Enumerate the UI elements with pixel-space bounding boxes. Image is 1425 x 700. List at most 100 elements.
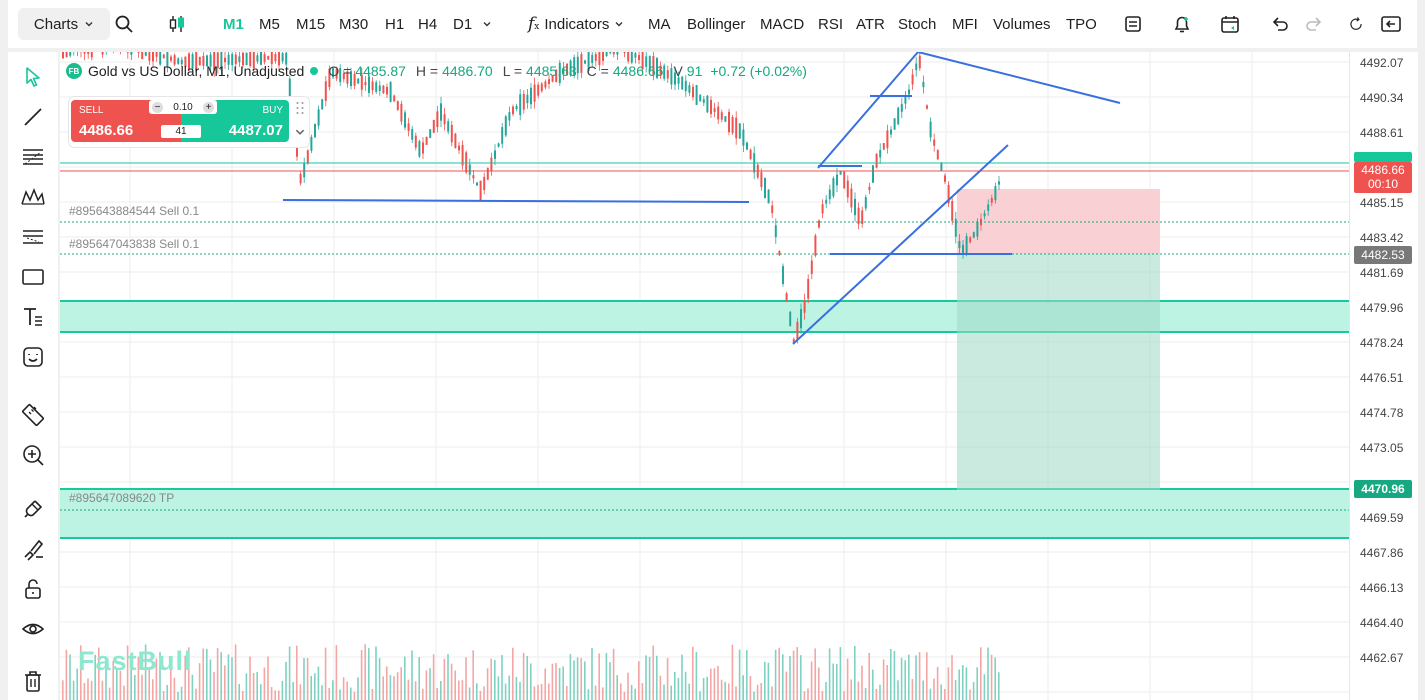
chart-canvas[interactable] (60, 52, 1349, 700)
timeframe-m30[interactable]: M30 (339, 15, 369, 33)
zoom-in-icon[interactable] (21, 442, 45, 468)
order-label-sell-1[interactable]: #895643884544 Sell 0.1 (69, 204, 200, 218)
lot-stepper[interactable]: − 0.10 + (149, 100, 217, 114)
candle-body (940, 162, 943, 171)
alert-bell-icon[interactable] (1170, 12, 1194, 36)
indicators-dropdown[interactable]: fx Indicators (528, 0, 624, 48)
volume-bar (710, 668, 712, 700)
entry-price-tag: 4482.53 (1354, 246, 1412, 264)
candle-body (918, 55, 921, 69)
candle-body (324, 81, 327, 101)
timeframe-m15[interactable]: M15 (296, 15, 326, 33)
fullscreen-exit-icon[interactable] (1379, 12, 1403, 36)
candle-body (828, 189, 831, 200)
symbol-title[interactable]: Gold vs US Dollar, M1, Unadjusted (88, 63, 305, 79)
volume-bar (616, 675, 618, 700)
candle-body (159, 52, 162, 65)
volume-bar (814, 648, 816, 700)
indicator-ma[interactable]: MA (648, 15, 671, 33)
calendar-icon[interactable] (1218, 12, 1242, 36)
order-label-sell-2[interactable]: #895647043838 Sell 0.1 (69, 237, 200, 251)
refresh-icon[interactable] (1348, 12, 1364, 36)
volume-bar (188, 647, 190, 700)
candle-body (371, 81, 374, 91)
volume-bar (159, 652, 161, 700)
candlestick-type-icon[interactable] (165, 12, 189, 36)
tp-zone[interactable] (60, 489, 1349, 538)
candle-body (101, 52, 104, 55)
volume-bar (270, 686, 273, 700)
order-label-tp[interactable]: #895647089620 TP (69, 491, 175, 505)
text-tool-icon[interactable] (21, 304, 45, 330)
volume-bar (832, 663, 834, 700)
candle-body (778, 251, 781, 256)
volume-bar (296, 645, 298, 700)
charts-dropdown[interactable]: Charts (18, 8, 110, 40)
candle-body (731, 116, 734, 134)
volume-bar (674, 671, 676, 700)
indicator-tpo[interactable]: TPO (1066, 15, 1097, 33)
layout-icon[interactable] (1121, 12, 1145, 36)
candle-body (130, 52, 133, 55)
emoji-sticker-icon[interactable] (21, 344, 45, 370)
volume-bar (731, 644, 734, 700)
volume-bar (465, 657, 467, 700)
trendline-icon[interactable] (21, 104, 45, 130)
timeframe-m5[interactable]: M5 (259, 15, 280, 33)
ruler-icon[interactable] (21, 402, 45, 428)
candle-body (832, 178, 835, 197)
indicator-rsi[interactable]: RSI (818, 15, 844, 33)
timeframe-h4[interactable]: H4 (418, 15, 438, 33)
brush-eraser-icon[interactable] (21, 536, 45, 562)
position-tool-target-zone[interactable] (957, 254, 1160, 490)
undo-icon[interactable] (1268, 12, 1292, 36)
candle-body (454, 133, 457, 148)
chevron-down-icon (84, 16, 94, 33)
timeframe-m1[interactable]: M1 (223, 15, 244, 33)
candle-body (407, 123, 410, 131)
candle-body (400, 103, 403, 122)
volume-bar (238, 683, 240, 700)
indicator-macd[interactable]: MACD (760, 15, 805, 33)
indicator-bollinger[interactable]: Bollinger (687, 15, 746, 33)
channel-icon[interactable] (21, 224, 45, 250)
cursor-icon[interactable] (21, 64, 45, 90)
plus-icon[interactable]: + (203, 101, 214, 113)
drawings[interactable] (282, 52, 1121, 345)
chart-pane[interactable]: FB Gold vs US Dollar, M1, Unadjusted O =… (60, 52, 1349, 700)
fib-retracement-icon[interactable] (21, 144, 45, 170)
candle-body (353, 73, 356, 86)
candle-body (479, 180, 482, 202)
candle-body (281, 53, 284, 62)
indicator-atr[interactable]: ATR (856, 15, 885, 33)
eye-icon[interactable] (21, 616, 45, 642)
indicator-stoch[interactable]: Stoch (898, 15, 937, 33)
timeframe-h1[interactable]: H1 (385, 15, 405, 33)
minus-icon[interactable]: − (152, 101, 163, 113)
volume-bar (828, 648, 831, 700)
redo-icon[interactable] (1302, 12, 1326, 36)
volume-bar (702, 677, 705, 700)
price-axis[interactable]: 4492.07 4490.34 4488.61 4485.15 4483.42 … (1349, 52, 1418, 700)
chevron-down-icon[interactable] (480, 18, 494, 30)
timeframe-d1[interactable]: D1 (453, 15, 473, 33)
trash-icon[interactable] (21, 668, 45, 694)
lot-value[interactable]: 0.10 (173, 101, 193, 113)
price-tick: 4476.51 (1360, 371, 1404, 385)
rectangle-icon[interactable] (21, 264, 45, 290)
pattern-icon[interactable] (21, 184, 45, 210)
collapse-chevron-icon[interactable] (294, 125, 306, 137)
candle-body (83, 52, 86, 54)
volume-bar (785, 671, 788, 700)
drag-handle-icon[interactable] (295, 101, 305, 115)
search-icon[interactable] (112, 12, 136, 36)
magnet-icon[interactable] (21, 496, 45, 522)
candle-body (386, 86, 388, 95)
lock-icon[interactable] (21, 576, 45, 602)
indicator-volumes[interactable]: Volumes (993, 15, 1051, 33)
indicator-mfi[interactable]: MFI (952, 15, 978, 33)
candle-body (544, 81, 547, 88)
volume-bar (663, 684, 665, 700)
candle-body (612, 52, 615, 55)
volume-bar (933, 678, 935, 700)
